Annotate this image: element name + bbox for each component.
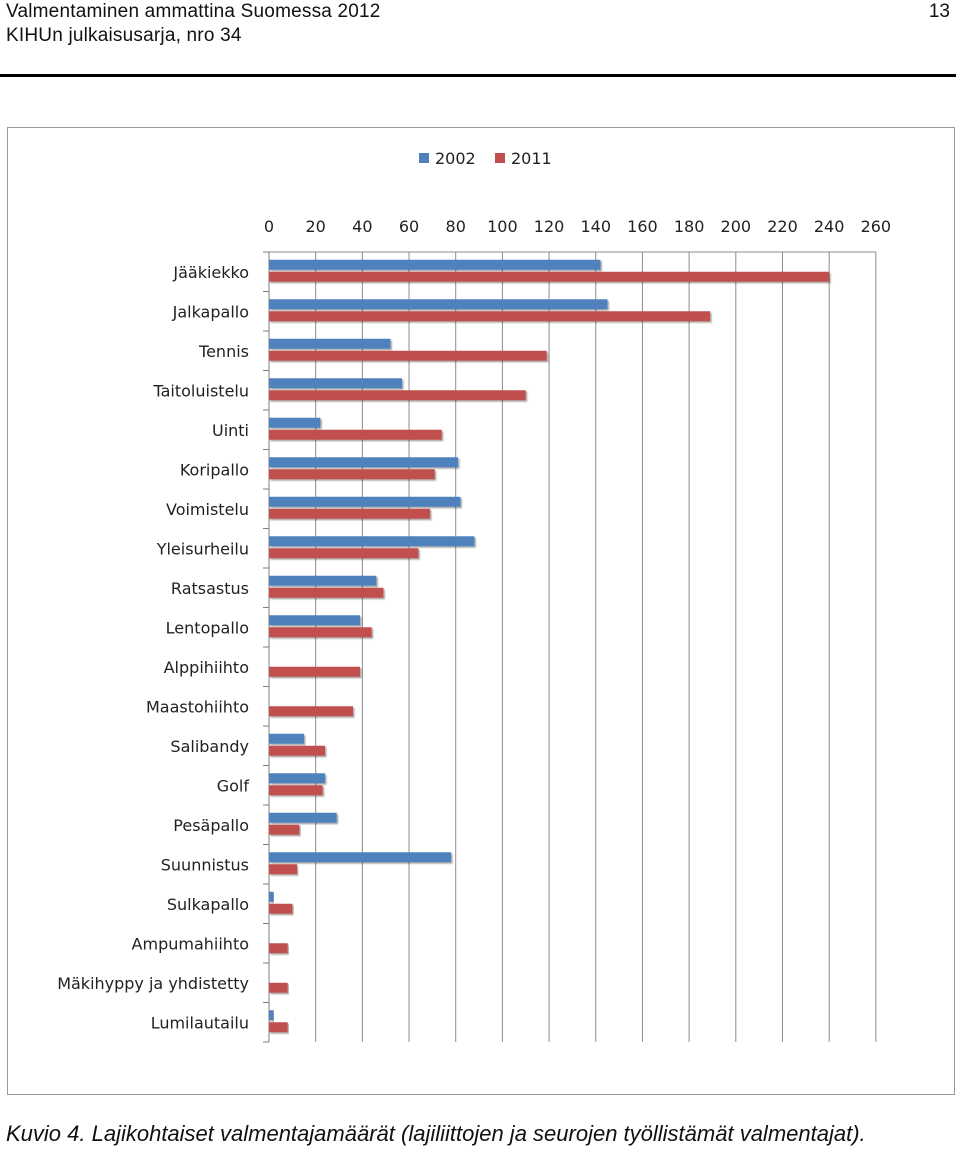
bar-2002-jääkiekko	[269, 259, 601, 270]
bar-2011-lumilautailu	[269, 1022, 288, 1033]
header-rule	[0, 74, 956, 77]
bar-2002-tennis	[269, 338, 391, 349]
category-label: Jalkapallo	[172, 302, 249, 321]
category-label: Maastohiihto	[146, 697, 249, 716]
category-label: Pesäpallo	[173, 816, 249, 835]
bar-2011-uinti	[269, 429, 442, 440]
figure-caption: Kuvio 4. Lajikohtaiset valmentajamäärät …	[6, 1121, 866, 1146]
bar-2011-suunnistus	[269, 864, 298, 875]
bar-2011-ampumahiihto	[269, 943, 288, 954]
category-label: Alppihiihto	[164, 658, 249, 677]
bar-2011-maastohiihto	[269, 706, 354, 717]
bar-2011-golf	[269, 785, 323, 796]
x-tick-label: 180	[674, 217, 705, 236]
category-label: Sulkapallo	[167, 895, 249, 914]
category-label: Uinti	[212, 421, 249, 440]
category-label: Mäkihyppy ja yhdistetty	[57, 974, 249, 993]
bar-2002-uinti	[269, 417, 321, 428]
bar-2011-lentopallo	[269, 627, 372, 638]
x-tick-label: 200	[721, 217, 752, 236]
bar-2011-mäkihyppy-ja-yhdistetty	[269, 982, 288, 993]
category-label: Salibandy	[170, 737, 249, 756]
publication-title: Valmentaminen ammattina Suomessa 2012	[6, 1, 381, 22]
legend-swatch-2011	[495, 153, 505, 163]
bar-2002-lentopallo	[269, 615, 361, 626]
bar-2011-jääkiekko	[269, 271, 830, 282]
category-label: Golf	[217, 776, 250, 795]
x-tick-label: 120	[534, 217, 565, 236]
x-tick-label: 100	[487, 217, 518, 236]
bar-2002-pesäpallo	[269, 812, 337, 823]
page-number: 13	[928, 1, 950, 22]
category-label: Yleisurheilu	[156, 539, 249, 558]
category-label: Taitoluistelu	[152, 381, 249, 400]
x-tick-label: 40	[352, 217, 372, 236]
legend-swatch-2002	[419, 153, 429, 163]
category-label: Lumilautailu	[151, 1013, 249, 1032]
category-label: Ampumahiihto	[132, 934, 249, 953]
x-tick-label: 220	[767, 217, 798, 236]
bar-2011-alppihiihto	[269, 666, 361, 677]
bar-2002-taitoluistelu	[269, 378, 403, 389]
category-label: Jääkiekko	[172, 263, 249, 282]
category-label: Suunnistus	[161, 855, 249, 874]
chart-legend: 2002 2011	[419, 149, 552, 168]
bar-2011-koripallo	[269, 469, 435, 480]
bar-2011-taitoluistelu	[269, 390, 526, 401]
category-axis: Jääkiekko Jalkapallo Tennis Taitoluistelu Ui…	[57, 251, 270, 1043]
legend-label-2002: 2002	[435, 149, 476, 168]
bar-2011-jalkapallo	[269, 311, 711, 322]
bar-chart: 2002 2011 0 20 40 60 80 100 120 140 160 180 200 220 2…	[57, 149, 891, 1043]
x-tick-label: 260	[861, 217, 892, 236]
bar-2011-pesäpallo	[269, 824, 300, 835]
category-label: Lentopallo	[166, 618, 249, 637]
legend-label-2011: 2011	[511, 149, 552, 168]
bar-2002-koripallo	[269, 457, 459, 468]
x-tick-label: 160	[627, 217, 658, 236]
x-axis-ticks: 0 20 40 60 80 100 120 140 160 180 200 220 240 260	[264, 217, 891, 236]
category-label: Koripallo	[180, 460, 249, 479]
chart-gridlines	[268, 251, 877, 1042]
x-tick-label: 240	[814, 217, 845, 236]
bar-2002-salibandy	[269, 733, 305, 744]
category-label: Ratsastus	[171, 579, 249, 598]
bar-2011-salibandy	[269, 745, 326, 756]
category-label: Tennis	[198, 342, 249, 361]
bar-2002-voimistelu	[269, 496, 461, 507]
chart-bars	[269, 259, 830, 1033]
x-tick-label: 80	[446, 217, 466, 236]
x-tick-label: 60	[399, 217, 419, 236]
bar-2002-yleisurheilu	[269, 536, 475, 547]
bar-2002-lumilautailu	[269, 1010, 274, 1021]
chart-frame: 2002 2011 0 20 40 60 80 100 120 140 160 180 200 220 2…	[7, 127, 955, 1095]
bar-2002-golf	[269, 773, 326, 784]
x-tick-label: 140	[580, 217, 611, 236]
x-tick-label: 20	[306, 217, 326, 236]
bar-2011-yleisurheilu	[269, 548, 419, 559]
publication-series: KIHUn julkaisusarja, nro 34	[6, 25, 242, 46]
bar-2011-sulkapallo	[269, 903, 293, 914]
page-header: Valmentaminen ammattina Suomessa 2012 KI…	[0, 0, 960, 80]
bar-2011-tennis	[269, 350, 547, 361]
bar-2011-ratsastus	[269, 587, 384, 598]
bar-2002-sulkapallo	[269, 891, 274, 902]
x-tick-label: 0	[264, 217, 274, 236]
bar-2011-voimistelu	[269, 508, 431, 519]
bar-2002-jalkapallo	[269, 299, 608, 310]
category-label: Voimistelu	[166, 500, 249, 519]
bar-2002-suunnistus	[269, 852, 452, 863]
bar-2002-ratsastus	[269, 575, 377, 586]
